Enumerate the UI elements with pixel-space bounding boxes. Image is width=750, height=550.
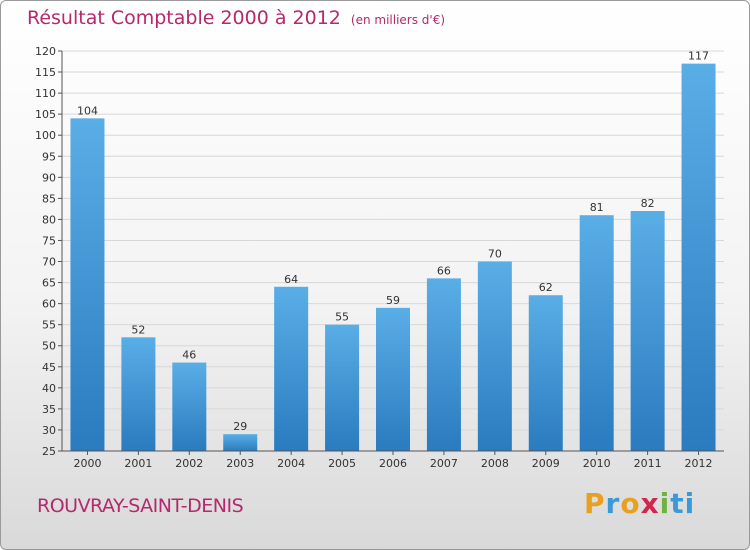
x-tick-label: 2011 <box>634 457 662 470</box>
logo-letter: ti <box>670 487 696 520</box>
y-tick-label: 80 <box>42 213 56 226</box>
y-tick-label: 65 <box>42 277 56 290</box>
logo-letter: o <box>620 487 641 520</box>
y-tick-label: 75 <box>42 234 56 247</box>
x-tick-label: 2005 <box>328 457 356 470</box>
y-tick-label: 115 <box>35 66 56 79</box>
y-tick-label: 90 <box>42 171 56 184</box>
data-label-2006: 59 <box>386 294 400 307</box>
x-tick-label: 2009 <box>532 457 560 470</box>
logo-letter: r <box>605 487 621 520</box>
x-tick-label: 2002 <box>175 457 203 470</box>
y-tick-label: 100 <box>35 129 56 142</box>
y-tick-label: 25 <box>42 445 56 458</box>
y-tick-labels: 25 30 35 40 45 50 55 60 65 70 75 80 85 90 95 100 105 110 1… <box>35 45 56 458</box>
x-tick-label: 2010 <box>583 457 611 470</box>
chart-title: Résultat Comptable 2000 à 2012 (en millie… <box>27 7 445 29</box>
x-tick-label: 2001 <box>124 457 152 470</box>
data-label-2001: 52 <box>131 323 145 336</box>
bars <box>70 63 716 452</box>
bar-2012 <box>681 63 716 451</box>
data-label-2002: 46 <box>182 349 196 362</box>
data-label-2004: 64 <box>284 273 298 286</box>
data-label-2010: 81 <box>590 201 604 214</box>
data-label-2012: 117 <box>688 50 709 63</box>
y-tick-label: 105 <box>35 108 56 121</box>
bar-2002 <box>172 362 207 451</box>
data-label-2009: 62 <box>539 281 553 294</box>
place-name: ROUVRAY-SAINT-DENIS <box>37 495 244 517</box>
logo-letter: x <box>640 487 660 520</box>
bar-2000 <box>70 118 105 452</box>
bar-2003 <box>223 434 258 451</box>
bar-2011 <box>630 211 665 451</box>
y-tick-label: 120 <box>35 45 56 58</box>
logo-letter: i <box>659 487 671 520</box>
data-label-2008: 70 <box>488 248 502 261</box>
y-tick-label: 55 <box>42 319 56 332</box>
x-tick-label: 2008 <box>481 457 509 470</box>
bar-2007 <box>426 278 461 451</box>
bar-2008 <box>477 261 512 451</box>
y-tick-label: 35 <box>42 403 56 416</box>
axes <box>61 51 724 452</box>
bar-2004 <box>274 286 309 451</box>
bar-2005 <box>325 324 360 451</box>
x-tick-label: 2007 <box>430 457 458 470</box>
data-label-2000: 104 <box>77 104 98 117</box>
bar-2001 <box>121 337 156 451</box>
x-tick-label: 2003 <box>226 457 254 470</box>
x-tick-label: 2000 <box>73 457 101 470</box>
chart-subtitle: (en milliers d'€) <box>350 13 446 27</box>
logo-letter: P <box>584 487 606 520</box>
data-labels: 104 52 46 29 64 55 59 66 70 62 81 82 117 <box>77 50 709 434</box>
data-label-2003: 29 <box>233 420 247 433</box>
y-tick-label: 50 <box>42 340 56 353</box>
proxiti-logo: Proxiti <box>584 487 695 520</box>
bar-2009 <box>528 295 563 451</box>
y-tick-label: 85 <box>42 192 56 205</box>
y-tick-label: 95 <box>42 150 56 163</box>
y-tick-label: 40 <box>42 382 56 395</box>
y-tick-label: 30 <box>42 424 56 437</box>
data-label-2011: 82 <box>641 197 655 210</box>
y-tick-label: 45 <box>42 361 56 374</box>
data-label-2007: 66 <box>437 264 451 277</box>
x-tick-label: 2012 <box>685 457 713 470</box>
x-tick-label: 2004 <box>277 457 305 470</box>
x-tick-label: 2006 <box>379 457 407 470</box>
bar-2010 <box>579 215 614 451</box>
y-tick-label: 70 <box>42 256 56 269</box>
bar-2006 <box>376 307 410 451</box>
chart-title-text: Résultat Comptable 2000 à 2012 <box>27 7 341 29</box>
data-label-2005: 55 <box>335 311 349 324</box>
x-tick-labels: 2000 2001 2002 2003 2004 2005 2006 2007 2008 2009… <box>73 457 712 470</box>
y-tick-label: 60 <box>42 298 56 311</box>
y-tick-label: 110 <box>35 87 56 100</box>
